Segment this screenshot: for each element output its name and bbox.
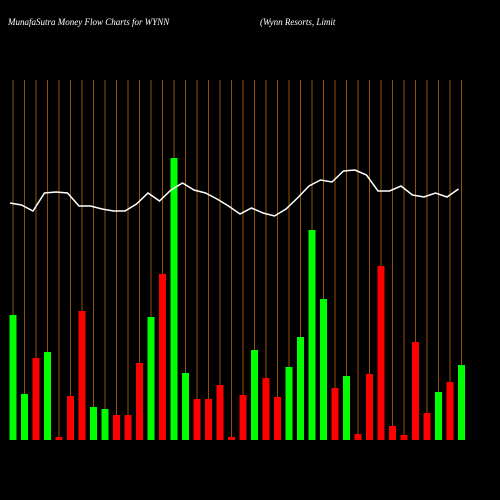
bar	[124, 415, 132, 440]
price-line	[9, 169, 459, 217]
bar	[366, 374, 373, 440]
bar	[67, 396, 74, 440]
bar	[320, 299, 327, 440]
bar	[90, 407, 97, 440]
bar	[423, 413, 431, 440]
chart-title: MunafaSutra Money Flow Charts for WYNN	[7, 17, 170, 27]
bar	[170, 158, 178, 440]
bar	[251, 350, 258, 440]
bar	[435, 392, 442, 440]
bar	[308, 230, 316, 440]
bar	[412, 342, 419, 440]
bar	[343, 376, 350, 440]
bar	[55, 437, 63, 440]
bar	[205, 399, 212, 440]
bar	[113, 415, 120, 440]
chart-subtitle: (Wynn Resorts, Limit	[260, 17, 336, 27]
bar	[274, 397, 281, 440]
bar	[44, 352, 51, 440]
bar	[400, 435, 408, 440]
bar	[136, 363, 143, 440]
bar	[78, 311, 86, 440]
bar	[159, 274, 166, 440]
bar	[9, 315, 17, 440]
bar	[216, 385, 224, 440]
bar	[297, 337, 304, 440]
bar	[285, 367, 293, 440]
bar	[389, 426, 396, 440]
bar	[193, 399, 201, 440]
bar	[262, 378, 270, 440]
bar	[228, 437, 235, 440]
bar	[32, 358, 40, 440]
bar	[354, 434, 362, 440]
bar	[101, 409, 109, 440]
bar	[21, 394, 28, 440]
bar	[182, 373, 189, 440]
bar	[446, 382, 454, 440]
bar	[239, 395, 247, 440]
bar	[331, 388, 339, 440]
bar	[458, 365, 465, 440]
bar	[377, 266, 385, 440]
bar	[147, 317, 155, 440]
